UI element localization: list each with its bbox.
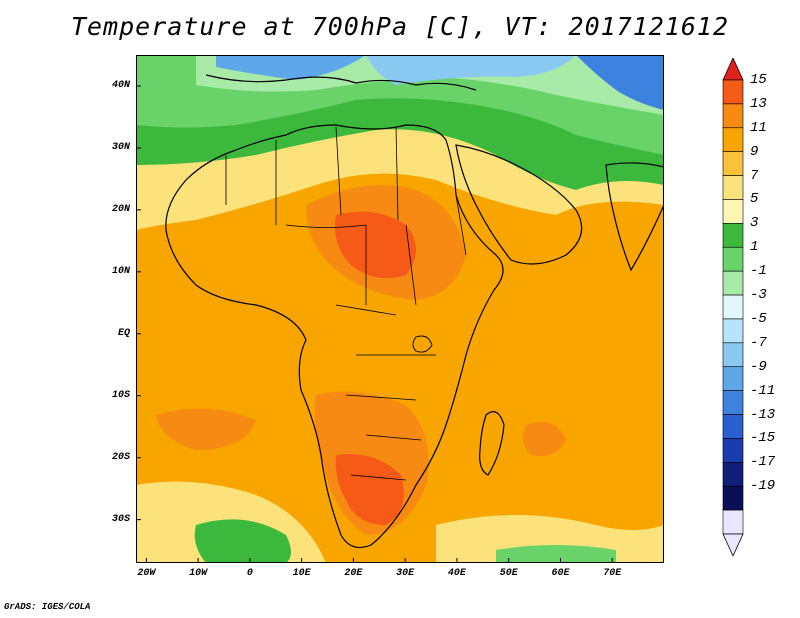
colorbar-box	[722, 390, 744, 415]
field-sudan-hot	[335, 211, 416, 279]
longitude-label: 50E	[499, 568, 518, 579]
longitude-label: 20E	[344, 568, 363, 579]
field-atlantic-hot	[156, 408, 256, 450]
latitude-label: 30N	[111, 141, 130, 153]
colorbar-label: 1	[750, 239, 759, 256]
colorbar-box	[722, 462, 744, 487]
field-south-green	[194, 519, 291, 563]
field-north-lightblue	[366, 55, 576, 85]
latitude-label: 20N	[111, 203, 130, 215]
colorbar-top-arrow	[722, 58, 744, 81]
colorbar-label: -3	[750, 287, 767, 304]
colorbar-box	[722, 414, 744, 439]
india-outline	[605, 162, 664, 272]
longitude-label: 0	[246, 568, 253, 579]
colorbar-label: -5	[750, 310, 767, 327]
colorbar-label: 3	[750, 215, 759, 232]
longitude-label: 60E	[551, 568, 570, 579]
colorbar-box	[722, 270, 744, 296]
colorbar-label: 15	[750, 72, 767, 88]
latitude-label: 20S	[111, 451, 130, 463]
country-borders	[225, 126, 467, 481]
colorbar	[722, 58, 744, 556]
africa-coastline	[165, 124, 504, 548]
colorbar-box	[722, 175, 744, 200]
colorbar-label: -13	[750, 406, 776, 423]
colorbar-box	[722, 79, 744, 105]
chart-title: Temperature at 700hPa [C], VT: 201712161…	[70, 12, 730, 41]
temperature-map	[136, 55, 664, 563]
longitude-label: 30E	[396, 568, 415, 579]
colorbar-label: -9	[750, 358, 767, 375]
colorbar-label: -11	[750, 382, 776, 399]
colorbar-bottom-arrow	[722, 533, 744, 556]
colorbar-box	[722, 127, 744, 152]
colorbar-label: -19	[750, 478, 776, 495]
map-frame	[136, 55, 664, 563]
madagascar-outline	[479, 411, 505, 476]
colorbar-box	[722, 318, 744, 344]
lake-victoria	[412, 335, 433, 353]
colorbar-box	[722, 485, 744, 511]
field-south-hotter	[335, 454, 404, 525]
longitude-label: 20W	[137, 568, 156, 579]
colorbar-box	[722, 438, 744, 463]
colorbar-box	[722, 223, 744, 248]
field-north-blue	[216, 55, 366, 80]
colorbar-label: -7	[750, 334, 767, 351]
field-south-green2	[496, 545, 616, 563]
colorbar-label: 13	[750, 95, 767, 112]
longitude-label: 10E	[292, 568, 311, 579]
arabia-coastline	[455, 144, 583, 265]
longitude-label: 10W	[189, 568, 208, 579]
colorbar-label: 9	[750, 143, 759, 160]
credit-text: GrADS: IGES/COLA	[4, 602, 91, 612]
colorbar-box	[722, 294, 744, 320]
axis-ticks	[136, 85, 613, 563]
colorbar-label: -15	[750, 430, 776, 447]
colorbar-label: -17	[750, 454, 776, 471]
colorbar-box	[722, 366, 744, 391]
colorbar-box	[722, 342, 744, 368]
latitude-label: 10S	[111, 389, 130, 401]
latitude-label: EQ	[117, 327, 130, 339]
colorbar-box	[722, 246, 744, 272]
colorbar-box	[722, 199, 744, 224]
longitude-label: 40E	[447, 568, 466, 579]
colorbar-label: 5	[750, 191, 759, 208]
colorbar-label: 7	[750, 167, 759, 184]
colorbar-box	[722, 151, 744, 176]
colorbar-label: 11	[750, 119, 767, 136]
latitude-label: 10N	[111, 265, 130, 277]
colorbar-label: -1	[750, 263, 767, 280]
europe-coastline	[205, 74, 477, 91]
field-indian-hot	[522, 422, 566, 456]
colorbar-box	[722, 509, 744, 535]
field-north-blue2	[576, 55, 664, 110]
colorbar-box	[722, 103, 744, 129]
latitude-label: 40N	[111, 79, 130, 91]
longitude-label: 70E	[603, 568, 622, 579]
latitude-label: 30S	[111, 513, 130, 525]
